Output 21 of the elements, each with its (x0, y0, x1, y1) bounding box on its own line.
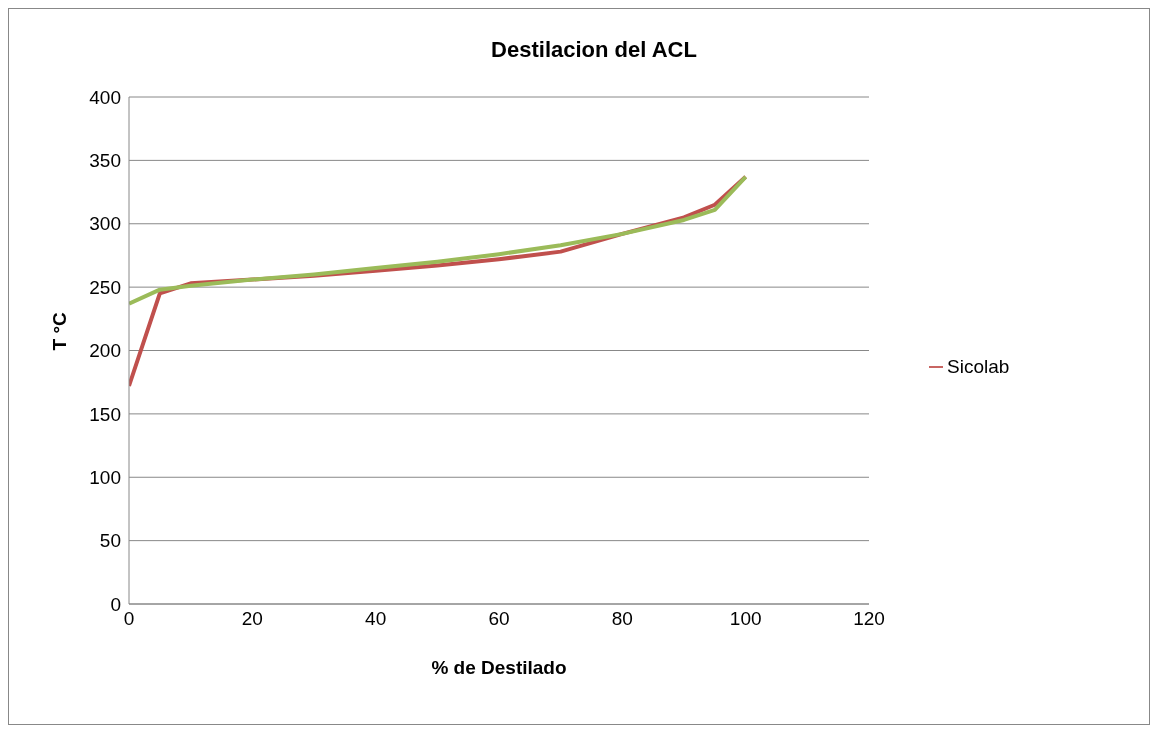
y-tick-label: 150 (89, 403, 121, 425)
y-tick-label: 400 (89, 86, 121, 108)
y-tick-label: 100 (89, 466, 121, 488)
x-tick-label: 100 (729, 608, 762, 630)
x-tick-label: 60 (488, 608, 510, 630)
legend-label: Sicolab (947, 355, 1010, 377)
x-axis-title: % de Destilado (431, 657, 567, 678)
y-tick-label: 250 (89, 276, 121, 298)
y-tick-label: 300 (89, 213, 121, 235)
y-axis-title: T °C (48, 312, 70, 351)
y-tick-label: 200 (89, 340, 121, 362)
x-tick-label: 120 (853, 608, 885, 630)
y-tick-label: 50 (99, 530, 121, 552)
x-tick-label: 0 (123, 608, 135, 630)
x-tick-label: 20 (241, 608, 263, 630)
y-tick-label: 0 (110, 593, 121, 615)
line-series (129, 174, 748, 306)
chart-title: Destilacion del ACL (490, 37, 698, 63)
y-tick-label: 350 (89, 150, 121, 172)
x-tick-label: 80 (611, 608, 633, 630)
x-tick-label: 40 (365, 608, 387, 630)
